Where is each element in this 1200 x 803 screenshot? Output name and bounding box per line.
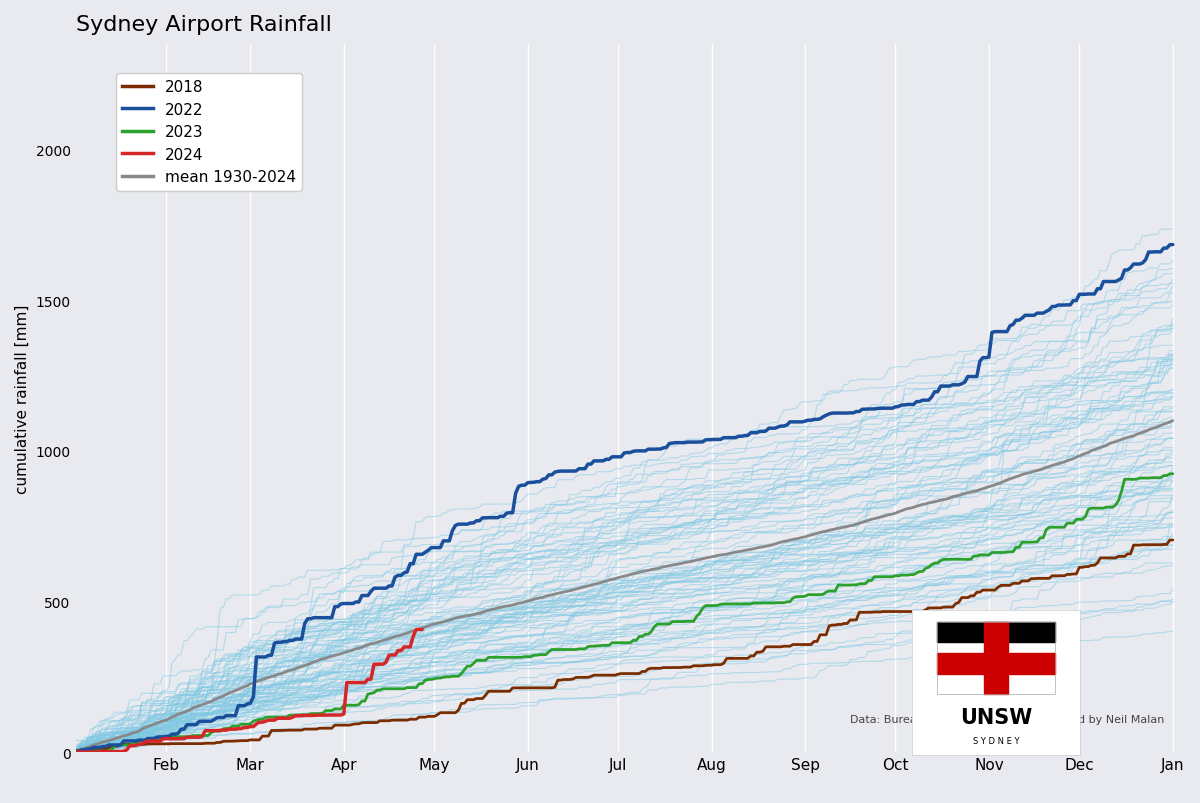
Legend: 2018, 2022, 2023, 2024, mean 1930-2024: 2018, 2022, 2023, 2024, mean 1930-2024 xyxy=(116,74,302,191)
Bar xyxy=(937,622,1055,694)
Bar xyxy=(937,622,1055,642)
Text: Data: Bureau of Meteorology, plot created by Neil Malan: Data: Bureau of Meteorology, plot create… xyxy=(851,714,1165,724)
Text: Sydney Airport Rainfall: Sydney Airport Rainfall xyxy=(76,15,331,35)
Bar xyxy=(937,654,1055,674)
Bar xyxy=(984,622,1008,694)
Text: UNSW: UNSW xyxy=(960,707,1032,728)
Text: S Y D N E Y: S Y D N E Y xyxy=(973,736,1019,745)
Y-axis label: cumulative rainfall [mm]: cumulative rainfall [mm] xyxy=(14,304,30,493)
